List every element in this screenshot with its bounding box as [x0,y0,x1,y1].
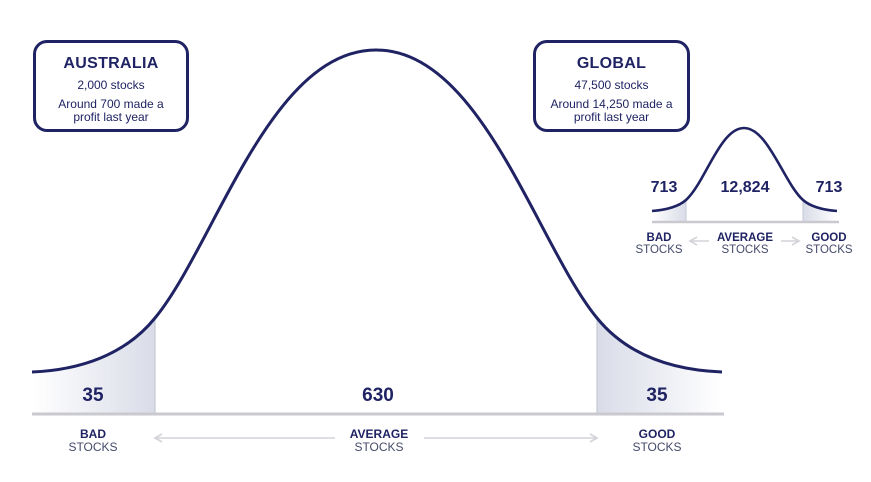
global-good-label: GOOD [811,232,846,244]
australia-good-tail-shade [597,318,722,413]
australia-average-label: AVERAGE [350,427,408,441]
global-good-sublabel: STOCKS [805,244,852,256]
australia-bad-sublabel: STOCKS [68,440,117,454]
australia-stock-count: 2,000 stocks [77,78,145,92]
global-bad-label: BAD [647,232,672,244]
global-stock-count: 47,500 stocks [574,78,649,92]
australia-profit-note: Around 700 made a profit last year [58,97,164,124]
australia-bad-label: BAD [80,427,106,441]
australia-bad-tail-shade [32,318,155,413]
global-average-label: AVERAGE [717,232,773,244]
australia-good-value: 35 [646,385,668,406]
australia-good-label: GOOD [639,427,676,441]
australia-bad-value: 35 [82,385,104,406]
global-bad-tail-shade [652,200,686,221]
australia-average-value: 630 [362,385,394,406]
australia-good-sublabel: STOCKS [632,440,681,454]
global-bell-curve [651,126,838,213]
australia-info-box: AUSTRALIA 2,000 stocks Around 700 made a… [33,40,189,132]
global-profit-note: Around 14,250 made a profit last year [550,97,673,124]
global-bad-sublabel: STOCKS [635,244,682,256]
global-bad-value: 713 [651,179,678,196]
global-good-value: 713 [816,179,843,196]
australia-title: AUSTRALIA [63,55,159,72]
global-average-sublabel: STOCKS [721,244,768,256]
global-average-value: 12,824 [721,179,770,196]
global-good-tail-shade [803,200,837,221]
global-info-box: GLOBAL 47,500 stocks Around 14,250 made … [533,40,690,132]
australia-average-sublabel: STOCKS [354,440,403,454]
australia-bell-curve [31,48,723,374]
global-title: GLOBAL [576,55,647,72]
